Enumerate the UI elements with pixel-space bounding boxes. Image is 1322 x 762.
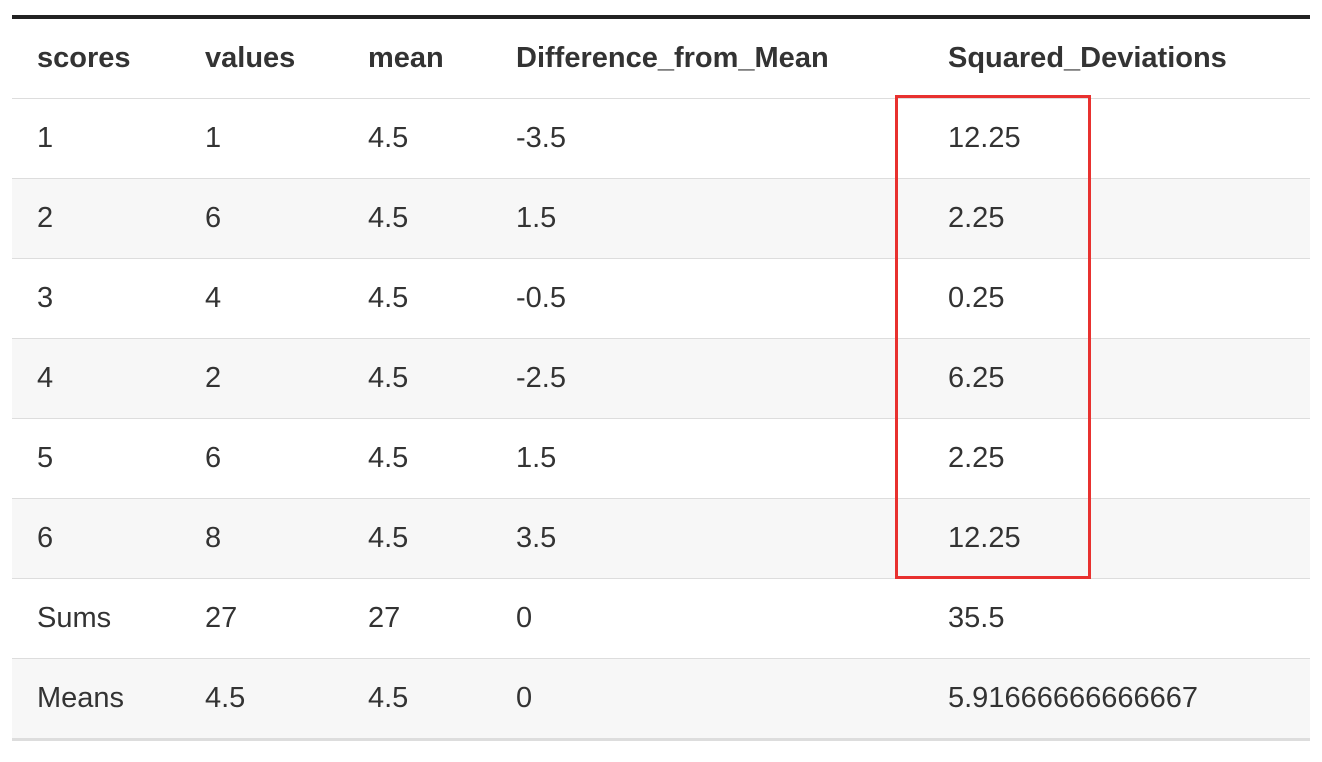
table-cell: 4.5 <box>343 98 491 179</box>
table-cell: -2.5 <box>491 338 923 419</box>
table-cell: 4.5 <box>180 658 343 741</box>
table-cell: 2 <box>180 338 343 419</box>
table-cell: 5.91666666666667 <box>923 658 1310 741</box>
table-cell: 8 <box>180 498 343 579</box>
data-table: scores values mean Difference_from_Mean … <box>12 19 1310 741</box>
column-header-scores: scores <box>37 42 131 74</box>
table-cell: 3.5 <box>491 498 923 579</box>
column-header-values: values <box>205 42 296 74</box>
table-cell: 2.25 <box>923 418 1310 499</box>
table-cell: -3.5 <box>491 98 923 179</box>
table-cell: 27 <box>343 578 491 659</box>
table-cell: 4.5 <box>343 178 491 259</box>
sums-row: Sums 27 27 0 35.5 <box>12 578 1310 659</box>
table-row: 6 8 4.5 3.5 12.25 <box>12 498 1310 579</box>
table-cell: 4.5 <box>343 338 491 419</box>
table-cell: 0.25 <box>923 258 1310 339</box>
table-cell: 4 <box>12 338 180 419</box>
table-cell: 4.5 <box>343 258 491 339</box>
table-row: 2 6 4.5 1.5 2.25 <box>12 178 1310 259</box>
table-cell: 6 <box>12 498 180 579</box>
table-row: 3 4 4.5 -0.5 0.25 <box>12 258 1310 339</box>
table-cell: 5 <box>12 418 180 499</box>
column-header-difference-from-mean: Difference_from_Mean <box>516 42 829 74</box>
table-header-row: scores values mean Difference_from_Mean … <box>12 19 1310 99</box>
table-cell: 3 <box>12 258 180 339</box>
table-row: 1 1 4.5 -3.5 12.25 <box>12 98 1310 179</box>
table-cell: 4.5 <box>343 658 491 741</box>
table-cell: 2 <box>12 178 180 259</box>
table-cell: Sums <box>12 578 180 659</box>
table-cell: 4 <box>180 258 343 339</box>
column-header-mean: mean <box>368 42 444 74</box>
table-cell: 0 <box>491 658 923 741</box>
table-cell: 4.5 <box>343 418 491 499</box>
table-cell: Means <box>12 658 180 741</box>
table-cell: 6.25 <box>923 338 1310 419</box>
table-cell: 1 <box>12 98 180 179</box>
table-cell: 1 <box>180 98 343 179</box>
table-cell: 2.25 <box>923 178 1310 259</box>
table-row: 5 6 4.5 1.5 2.25 <box>12 418 1310 499</box>
table-cell: 1.5 <box>491 418 923 499</box>
table-cell: 35.5 <box>923 578 1310 659</box>
table-cell: -0.5 <box>491 258 923 339</box>
data-table-container: scores values mean Difference_from_Mean … <box>12 15 1310 741</box>
table-cell: 6 <box>180 178 343 259</box>
table-row: 4 2 4.5 -2.5 6.25 <box>12 338 1310 419</box>
table-cell: 0 <box>491 578 923 659</box>
table-cell: 4.5 <box>343 498 491 579</box>
table-cell: 12.25 <box>923 98 1310 179</box>
table-cell: 6 <box>180 418 343 499</box>
table-cell: 12.25 <box>923 498 1310 579</box>
table-top-rule <box>12 15 1310 19</box>
column-header-squared-deviations: Squared_Deviations <box>948 42 1227 74</box>
table-cell: 27 <box>180 578 343 659</box>
table-cell: 1.5 <box>491 178 923 259</box>
means-row: Means 4.5 4.5 0 5.91666666666667 <box>12 658 1310 741</box>
